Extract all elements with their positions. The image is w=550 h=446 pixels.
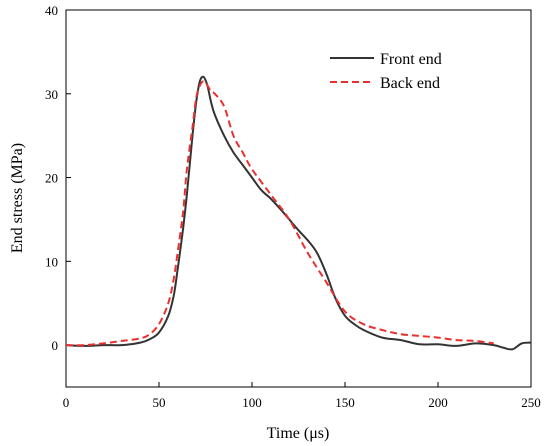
plot-frame: [65, 9, 532, 388]
x-tick-label: 0: [63, 395, 70, 410]
x-axis-title: Time (μs): [267, 425, 330, 442]
axis-ticks: 0 50 100 150 200 250 0 10 20 30 40: [45, 3, 541, 410]
y-tick-label: 10: [45, 254, 58, 269]
y-tick-label: 0: [52, 338, 59, 353]
series-line-front-end: [65, 75, 532, 351]
y-axis-title: End stress (MPa): [9, 143, 26, 253]
x-tick-label: 150: [335, 395, 355, 410]
y-tick-label: 20: [45, 171, 58, 186]
legend-label-back-end: Back end: [380, 75, 440, 92]
legend-label-front-end: Front end: [380, 51, 442, 68]
series-line-back-end: [65, 80, 494, 347]
x-tick-label: 50: [153, 395, 166, 410]
y-tick-label: 30: [45, 87, 58, 102]
y-tick-label: 40: [45, 3, 58, 18]
series-layer: [65, 75, 532, 351]
x-tick-label: 200: [428, 395, 448, 410]
legend: Front end Back end: [330, 51, 442, 92]
x-tick-label: 250: [521, 395, 541, 410]
x-tick-label: 100: [242, 395, 262, 410]
